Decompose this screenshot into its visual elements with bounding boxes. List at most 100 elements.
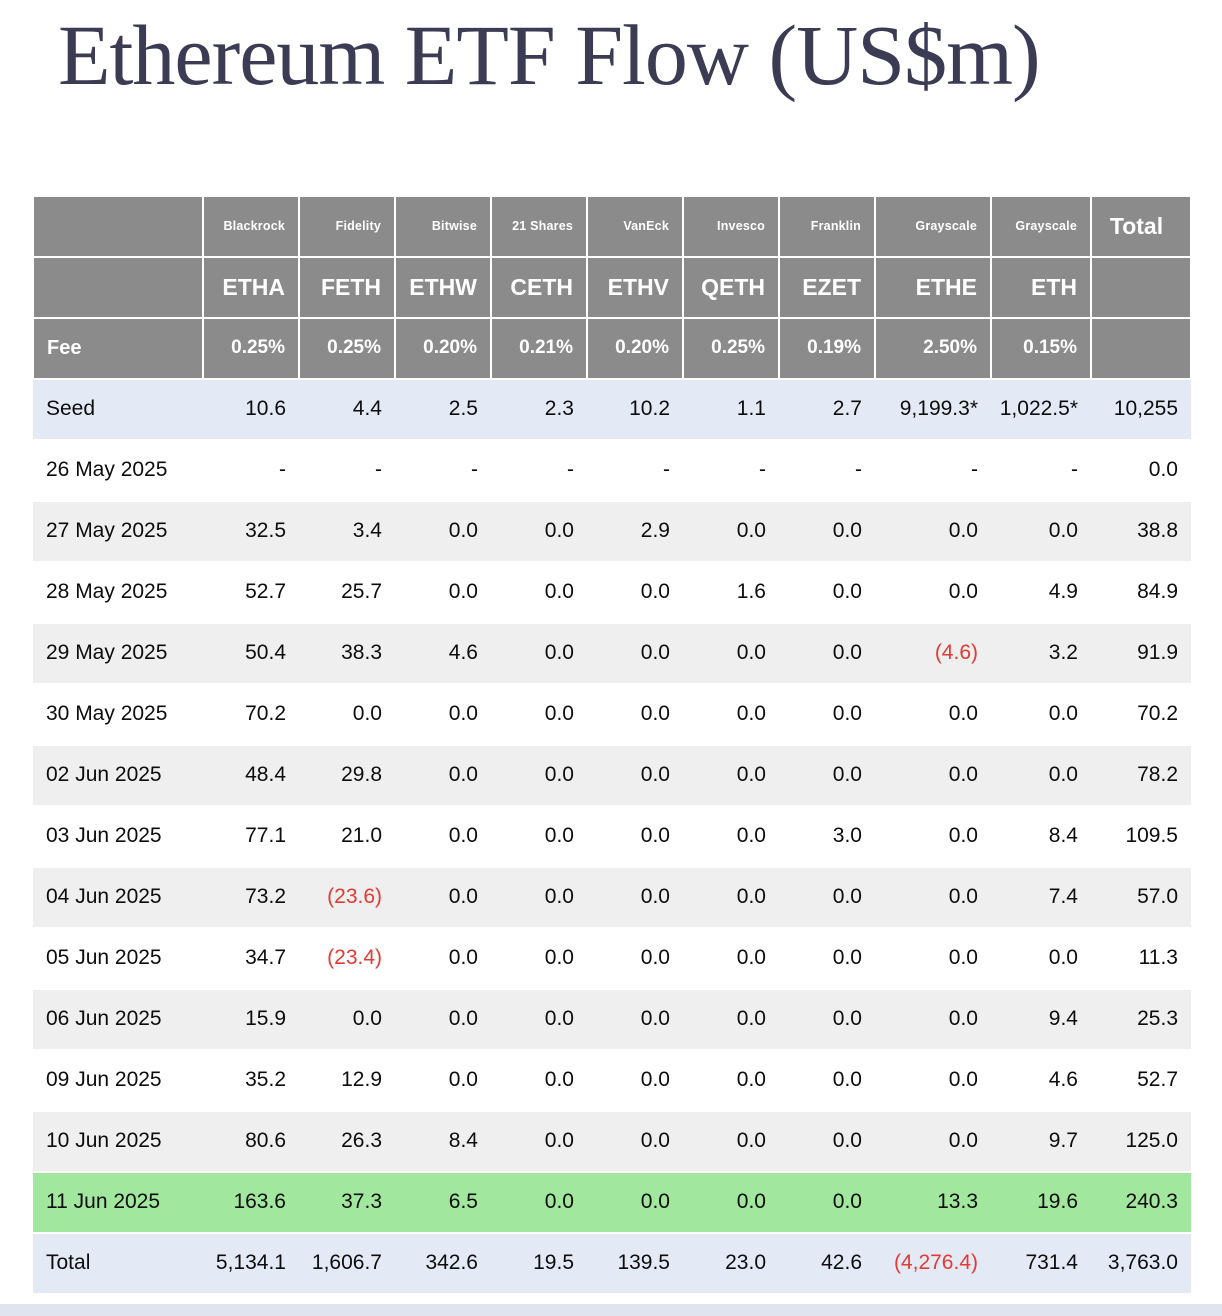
value-cell: 0.0 xyxy=(491,561,587,624)
value-cell: 8.4 xyxy=(991,805,1091,868)
ticker-header-cell: FETH xyxy=(298,255,396,319)
value-cell: 7.4 xyxy=(991,866,1091,929)
row-label-cell: 06 Jun 2025 xyxy=(33,988,203,1051)
value-cell: 35.2 xyxy=(203,1049,299,1112)
value-cell: 50.4 xyxy=(203,622,299,685)
table-row: 27 May 2025 32.5 3.4 0.0 0.0 2.9 0.0 0.0 0.0 0.0 3… xyxy=(33,500,1191,563)
page-title: Ethereum ETF Flow (US$m) xyxy=(58,7,1041,103)
value-cell: 0.0 xyxy=(587,744,683,807)
value-cell: 52.7 xyxy=(203,561,299,624)
value-cell: 0.0 xyxy=(491,1171,587,1234)
value-cell: 5,134.1 xyxy=(203,1232,299,1295)
issuer-header-cell: Grayscale xyxy=(874,194,992,258)
ticker-header-cell: ETHV xyxy=(586,255,684,319)
value-cell: 15.9 xyxy=(203,988,299,1051)
total-spacer-cell xyxy=(1090,316,1192,380)
row-label-cell: 09 Jun 2025 xyxy=(33,1049,203,1112)
issuer-header-cell: 21 Shares xyxy=(490,194,588,258)
value-cell: 0.0 xyxy=(991,744,1091,807)
value-cell: 42.6 xyxy=(779,1232,875,1295)
value-cell: 0.0 xyxy=(779,1049,875,1112)
value-cell: 0.0 xyxy=(395,683,491,746)
value-cell: 0.0 xyxy=(683,744,779,807)
fee-value-cell: 0.20% xyxy=(586,316,684,380)
table-row: 26 May 2025- - - - - - - - -0.0 xyxy=(33,439,1191,502)
ticker-header-cell: CETH xyxy=(490,255,588,319)
issuer-header-cell: Franklin xyxy=(778,194,876,258)
value-cell: (4,276.4) xyxy=(875,1232,991,1295)
table-row: Seed 10.6 4.4 2.5 2.3 10.2 1.1 2.7 9,199.3* 1,022… xyxy=(33,378,1191,441)
value-cell: 0.0 xyxy=(395,927,491,990)
issuer-header-cell: Invesco xyxy=(682,194,780,258)
row-label-cell: 28 May 2025 xyxy=(33,561,203,624)
value-cell: 32.5 xyxy=(203,500,299,563)
value-cell: 0.0 xyxy=(779,1110,875,1173)
value-cell: 0.0 xyxy=(587,805,683,868)
value-cell: 0.0 xyxy=(875,561,991,624)
row-label-cell: Seed xyxy=(33,378,203,441)
table-row: 29 May 2025 50.4 38.3 4.6 0.0 0.0 0.0 0.0 (4.6) 3… xyxy=(33,622,1191,685)
total-header-cell: Total xyxy=(1090,194,1192,258)
value-cell: 48.4 xyxy=(203,744,299,807)
value-cell: - xyxy=(779,439,875,502)
value-cell: 0.0 xyxy=(491,805,587,868)
value-cell: 1.1 xyxy=(683,378,779,441)
table-row: 06 Jun 2025 15.9 0.0 0.0 0.0 0.0 0.0 0.0 0.0 9.4 2… xyxy=(33,988,1191,1051)
fee-value-cell: 0.25% xyxy=(298,316,396,380)
value-cell: 0.0 xyxy=(587,866,683,929)
row-label-cell: 02 Jun 2025 xyxy=(33,744,203,807)
value-cell: 10.6 xyxy=(203,378,299,441)
table-row: 30 May 2025 70.2 0.0 0.0 0.0 0.0 0.0 0.0 0.0 0.0 7… xyxy=(33,683,1191,746)
fee-label-cell: Fee xyxy=(32,316,204,380)
value-cell: 0.0 xyxy=(683,805,779,868)
value-cell: 0.0 xyxy=(991,683,1091,746)
value-cell: 0.0 xyxy=(683,866,779,929)
value-cell: - xyxy=(203,439,299,502)
row-total-cell: 38.8 xyxy=(1091,500,1191,563)
row-total-cell: 70.2 xyxy=(1091,683,1191,746)
value-cell: - xyxy=(587,439,683,502)
value-cell: 0.0 xyxy=(991,927,1091,990)
etf-flow-table: Blackrock Fidelity Bitwise 21 Shares VanEck I… xyxy=(32,194,1192,1295)
value-cell: 0.0 xyxy=(587,1171,683,1234)
table-head: Blackrock Fidelity Bitwise 21 Shares VanEck I… xyxy=(32,194,1192,380)
fee-header-row: Fee 0.25% 0.25% 0.20% 0.21% 0.20% 0.25% 0.19% 2.… xyxy=(32,316,1192,380)
value-cell: 0.0 xyxy=(779,988,875,1051)
value-cell: 0.0 xyxy=(587,683,683,746)
row-total-cell: 0.0 xyxy=(1091,439,1191,502)
value-cell: 0.0 xyxy=(491,988,587,1051)
value-cell: 25.7 xyxy=(299,561,395,624)
row-total-cell: 10,255 xyxy=(1091,378,1191,441)
row-total-cell: 25.3 xyxy=(1091,988,1191,1051)
value-cell: 0.0 xyxy=(875,927,991,990)
ticker-header-cell: ETHA xyxy=(202,255,300,319)
fee-value-cell: 0.25% xyxy=(202,316,300,380)
value-cell: 4.9 xyxy=(991,561,1091,624)
value-cell: 19.6 xyxy=(991,1171,1091,1234)
value-cell: 0.0 xyxy=(491,866,587,929)
value-cell: 731.4 xyxy=(991,1232,1091,1295)
value-cell: 1,022.5* xyxy=(991,378,1091,441)
value-cell: 4.6 xyxy=(395,622,491,685)
value-cell: 23.0 xyxy=(683,1232,779,1295)
value-cell: 0.0 xyxy=(683,622,779,685)
value-cell: - xyxy=(875,439,991,502)
value-cell: 342.6 xyxy=(395,1232,491,1295)
fee-value-cell: 0.19% xyxy=(778,316,876,380)
row-label-cell: 26 May 2025 xyxy=(33,439,203,502)
value-cell: 0.0 xyxy=(491,744,587,807)
value-cell: 73.2 xyxy=(203,866,299,929)
value-cell: 163.6 xyxy=(203,1171,299,1234)
value-cell: 2.5 xyxy=(395,378,491,441)
value-cell: 0.0 xyxy=(779,622,875,685)
row-total-cell: 125.0 xyxy=(1091,1110,1191,1173)
ticker-header-cell: QETH xyxy=(682,255,780,319)
value-cell: 10.2 xyxy=(587,378,683,441)
table-row: 28 May 2025 52.7 25.7 0.0 0.0 0.0 1.6 0.0 0.0 4.9… xyxy=(33,561,1191,624)
value-cell: 3.4 xyxy=(299,500,395,563)
fee-value-cell: 0.15% xyxy=(990,316,1092,380)
value-cell: 0.0 xyxy=(875,1110,991,1173)
value-cell: 0.0 xyxy=(875,744,991,807)
value-cell: 0.0 xyxy=(683,500,779,563)
